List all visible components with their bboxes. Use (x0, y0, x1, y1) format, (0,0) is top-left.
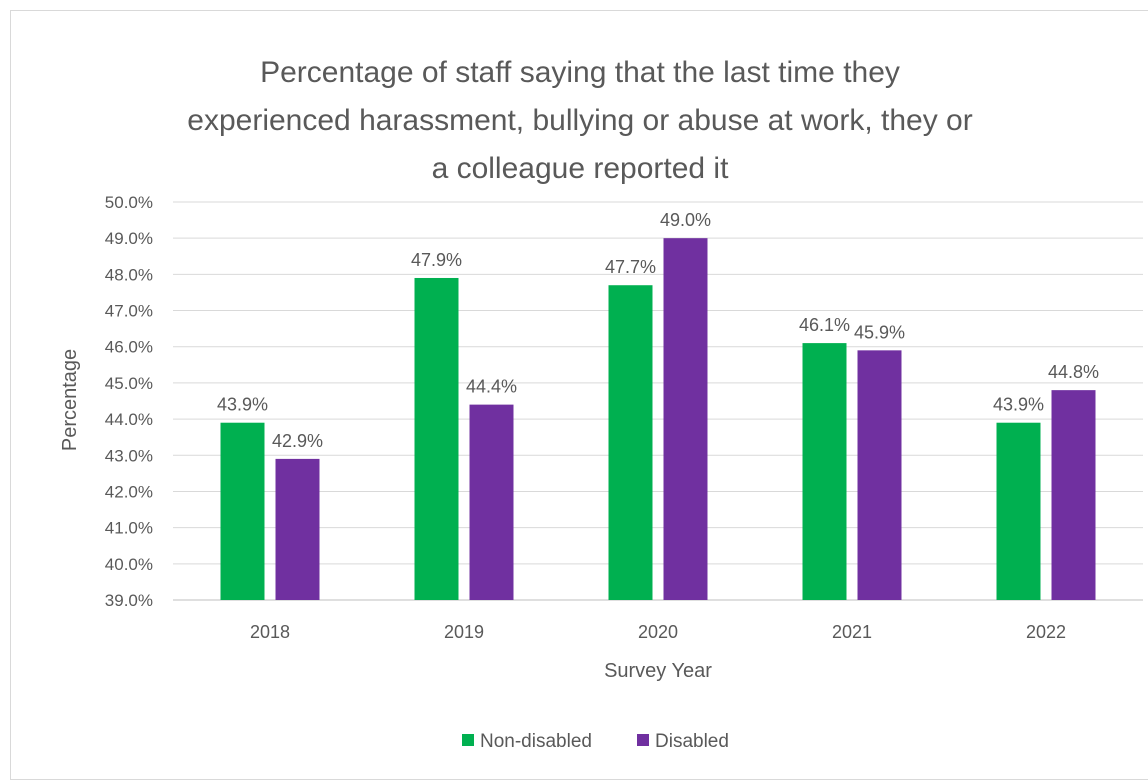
bar-non-disabled (608, 285, 653, 600)
y-tick-label: 43.0% (105, 446, 153, 465)
data-label: 44.8% (1048, 362, 1099, 382)
y-tick-label: 42.0% (105, 482, 153, 501)
bar-non-disabled (802, 343, 847, 600)
data-label: 47.7% (605, 257, 656, 277)
bar-disabled (663, 238, 708, 600)
data-labels: 43.9%42.9%47.9%44.4%47.7%49.0%46.1% 45.9%… (217, 210, 1099, 451)
bar-disabled (857, 350, 902, 600)
data-label: 43.9% (993, 395, 1044, 415)
x-tick-label: 2022 (1026, 622, 1066, 642)
bar-non-disabled (414, 277, 459, 600)
gridlines (173, 201, 1143, 601)
bar-non-disabled (996, 422, 1041, 600)
chart-title-line-2: experienced harassment, bullying or abus… (187, 104, 973, 137)
chart-title-line-1: Percentage of staff saying that the last… (260, 56, 900, 89)
legend: Non-disabled Disabled (462, 731, 729, 752)
y-tick-label: 44.0% (105, 410, 153, 429)
data-label: 49.0% (660, 210, 711, 230)
bar-disabled (469, 404, 514, 600)
y-tick-label: 45.0% (105, 374, 153, 393)
chart-frame: Percentage of staff saying that the last… (10, 10, 1148, 780)
y-tick-label: 39.0% (105, 591, 153, 610)
y-tick-label: 41.0% (105, 519, 153, 538)
y-tick-label: 48.0% (105, 265, 153, 284)
x-tick-label: 2019 (444, 622, 484, 642)
data-label: 47.9% (411, 250, 462, 270)
legend-swatch-disabled (637, 734, 649, 746)
x-axis-title: Survey Year (604, 660, 712, 682)
data-label: 46.1% (799, 315, 850, 335)
chart-title: Percentage of staff saying that the last… (71, 49, 1089, 193)
x-tick-label: 2020 (638, 622, 678, 642)
x-tick-label: 2021 (832, 622, 872, 642)
y-tick-label: 40.0% (105, 555, 153, 574)
y-tick-label: 49.0% (105, 229, 153, 248)
y-tick-label: 50.0% (105, 193, 153, 212)
data-label: 43.9% (217, 395, 268, 415)
x-tick-label: 2018 (250, 622, 290, 642)
legend-label: Non-disabled (480, 731, 592, 752)
chart-title-line-3: a colleague reported it (431, 152, 729, 185)
data-label: 45.9% (854, 322, 905, 342)
axes: 39.0% 40.0% 41.0% 42.0% 43.0% 44.0% 45.0% 46.0%… (105, 193, 1066, 642)
bar-disabled (1051, 390, 1096, 600)
data-label: 42.9% (272, 431, 323, 451)
y-tick-label: 47.0% (105, 302, 153, 321)
bar-non-disabled (220, 422, 265, 600)
y-tick-label: 46.0% (105, 338, 153, 357)
y-axis-title: Percentage (59, 349, 81, 451)
bars (220, 238, 1096, 600)
bar-disabled (275, 458, 320, 600)
data-label: 44.4% (466, 377, 517, 397)
legend-swatch-non-disabled (462, 734, 474, 746)
legend-label: Disabled (655, 731, 729, 752)
